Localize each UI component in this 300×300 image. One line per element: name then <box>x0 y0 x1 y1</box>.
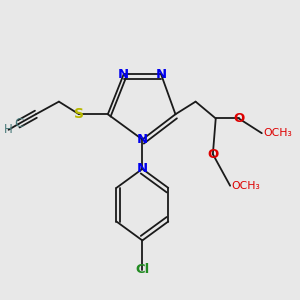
Text: O: O <box>207 148 218 161</box>
Text: C: C <box>14 117 23 130</box>
Text: H: H <box>4 123 13 136</box>
Text: N: N <box>137 133 148 146</box>
Text: OCH₃: OCH₃ <box>263 128 292 138</box>
Text: OCH₃: OCH₃ <box>232 181 260 191</box>
Text: N: N <box>118 68 129 81</box>
Text: S: S <box>74 107 84 121</box>
Text: N: N <box>155 68 167 81</box>
Text: O: O <box>233 112 244 125</box>
Text: N: N <box>137 162 148 176</box>
Text: Cl: Cl <box>135 263 149 276</box>
